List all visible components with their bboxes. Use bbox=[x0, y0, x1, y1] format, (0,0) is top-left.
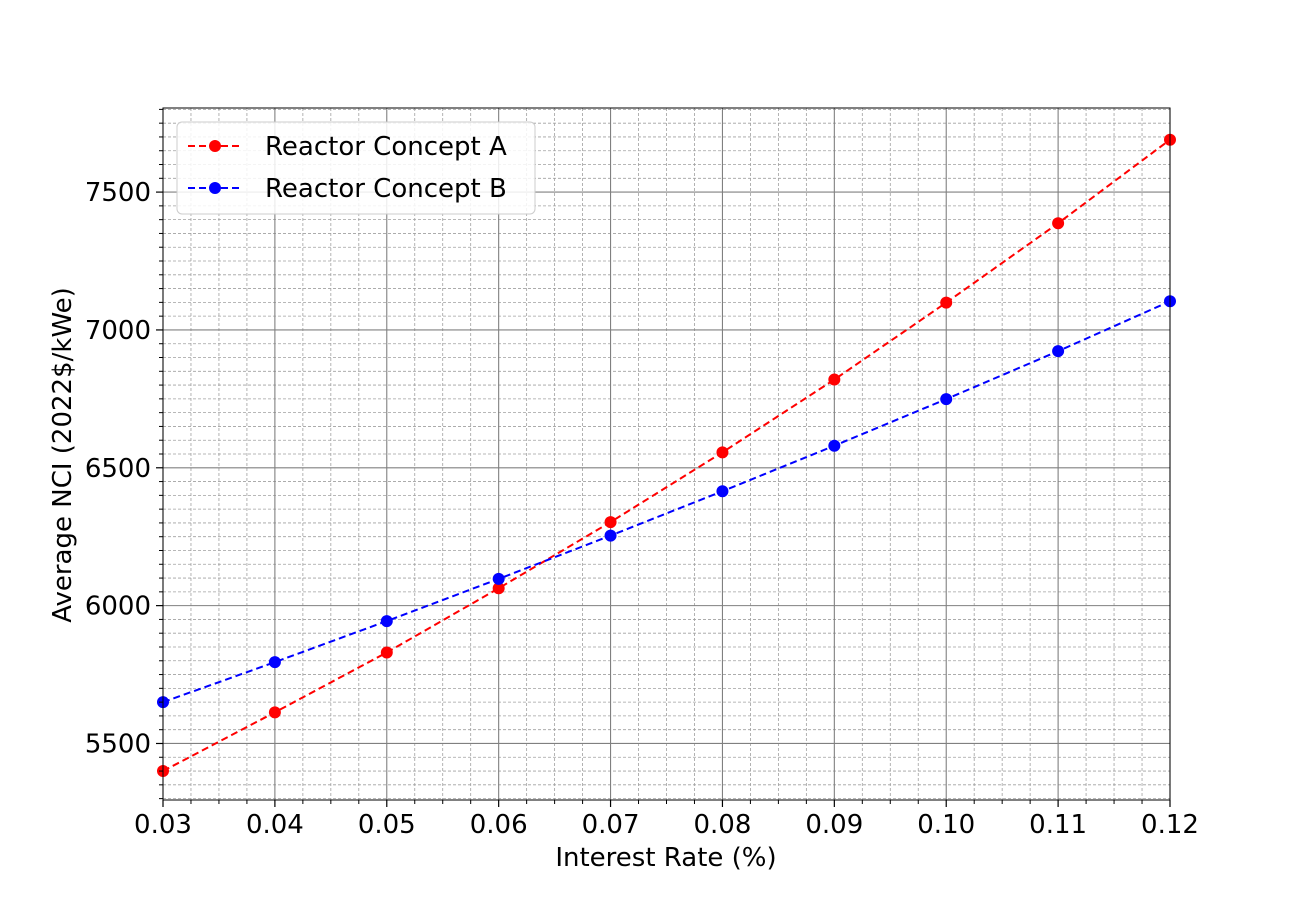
legend-label: Reactor Concept A bbox=[265, 132, 507, 162]
data-point bbox=[380, 615, 393, 628]
data-point bbox=[1052, 217, 1065, 230]
y-tick-label: 6000 bbox=[85, 592, 151, 622]
data-point bbox=[940, 393, 953, 406]
y-tick-label: 7000 bbox=[85, 316, 151, 346]
y-axis-title: Average NCI (2022$/kWe) bbox=[48, 287, 78, 623]
data-point bbox=[380, 646, 393, 659]
data-point bbox=[716, 485, 729, 498]
legend-marker bbox=[209, 182, 221, 194]
y-tick-label: 6500 bbox=[85, 454, 151, 484]
y-axis-tick-labels: 5500 6000 6500 7000 7500 bbox=[85, 178, 151, 759]
y-tick-label: 5500 bbox=[85, 729, 151, 759]
data-point bbox=[828, 373, 841, 386]
x-tick-label: 0.05 bbox=[358, 810, 416, 840]
data-point bbox=[604, 529, 617, 542]
x-tick-label: 0.09 bbox=[805, 810, 863, 840]
x-tick-label: 0.10 bbox=[917, 810, 975, 840]
legend: Reactor Concept A Reactor Concept B bbox=[176, 121, 536, 215]
data-point bbox=[940, 296, 953, 309]
legend-marker bbox=[209, 140, 221, 152]
x-axis-tick-labels: 0.03 0.04 0.05 0.06 0.07 0.08 0.09 0.10 0.11 0.12 bbox=[134, 810, 1199, 840]
x-tick-label: 0.12 bbox=[1141, 810, 1199, 840]
data-point bbox=[268, 656, 281, 669]
data-point bbox=[828, 439, 841, 452]
series-line bbox=[162, 300, 1171, 704]
x-tick-label: 0.03 bbox=[134, 810, 192, 840]
legend-box bbox=[176, 121, 536, 215]
data-point bbox=[492, 572, 505, 585]
x-tick-label: 0.11 bbox=[1029, 810, 1087, 840]
data-point bbox=[268, 706, 281, 719]
legend-label: Reactor Concept B bbox=[265, 174, 507, 204]
y-tick-label: 7500 bbox=[85, 178, 151, 208]
x-axis-title: Interest Rate (%) bbox=[555, 843, 776, 873]
data-point bbox=[492, 582, 505, 595]
series-reactor-concept-b bbox=[157, 295, 1176, 709]
x-tick-label: 0.08 bbox=[693, 810, 751, 840]
data-point bbox=[604, 516, 617, 529]
series-reactor-concept-a bbox=[157, 133, 1176, 778]
data-point bbox=[716, 446, 729, 459]
x-tick-label: 0.06 bbox=[470, 810, 528, 840]
plot-area bbox=[157, 133, 1176, 778]
legend-entry: Reactor Concept B bbox=[188, 174, 507, 204]
x-tick-label: 0.07 bbox=[582, 810, 640, 840]
data-point bbox=[1052, 345, 1065, 358]
axis-ticks bbox=[156, 108, 1171, 807]
legend-entry: Reactor Concept A bbox=[188, 132, 507, 162]
x-tick-label: 0.04 bbox=[246, 810, 304, 840]
series-line bbox=[162, 138, 1171, 772]
